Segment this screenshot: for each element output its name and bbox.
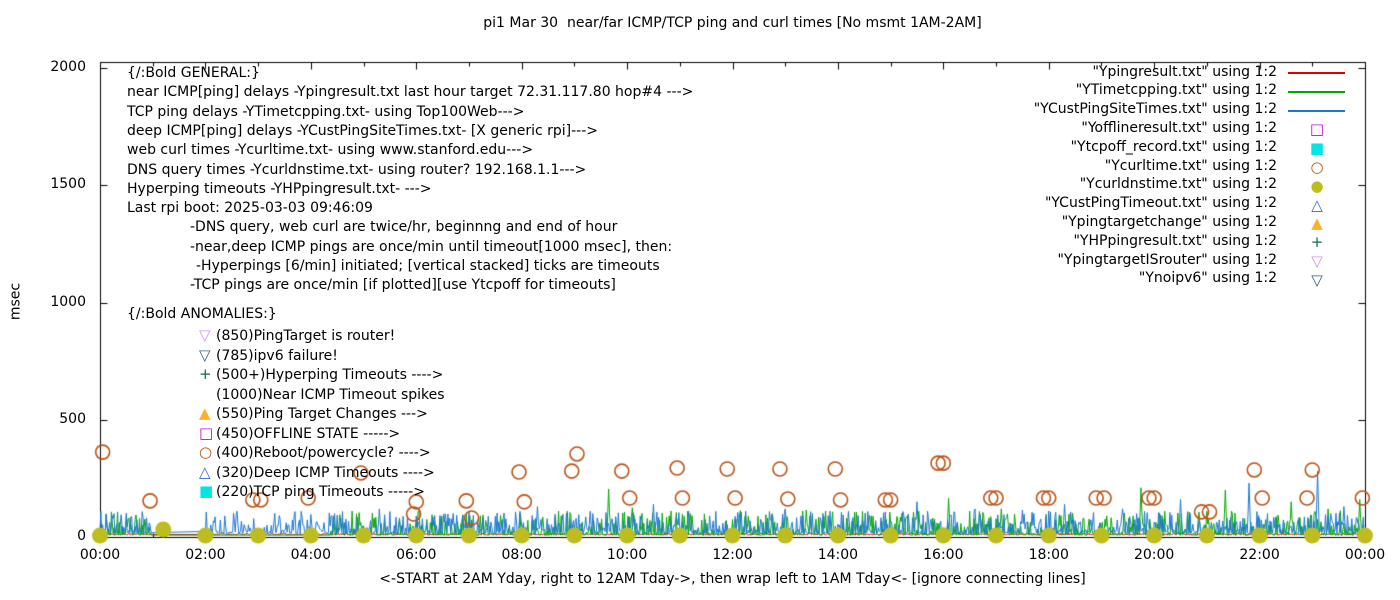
anomaly-triangle-up-open-icon: △ <box>199 462 211 481</box>
legend-marker-square-filled-icon: ■ <box>1309 139 1325 158</box>
anomaly-row: ▽ (785)ipv6 failure! <box>199 346 338 364</box>
legend-label: "Ycurldnstime.txt" using 1:2 <box>1079 176 1277 193</box>
general-annotation-line: deep ICMP[ping] delays -YCustPingSiteTim… <box>127 122 598 139</box>
general-annotation-line: {/:Bold GENERAL:} <box>127 65 260 81</box>
anomaly-row: □ (450)OFFLINE STATE -----> <box>199 424 400 442</box>
anomaly-square-open-icon: □ <box>199 423 214 442</box>
anomaly-row: △ (320)Deep ICMP Timeouts ----> <box>199 463 435 481</box>
legend-marker-triangle-up-filled-icon: ▲ <box>1311 214 1323 233</box>
legend-label: "Yofflineresult.txt" using 1:2 <box>1081 119 1277 136</box>
general-annotation-line: TCP ping delays -YTimetcpping.txt- using… <box>127 103 525 120</box>
anomaly-no-marker <box>199 385 216 403</box>
anomaly-circle-open-icon: ○ <box>199 443 213 461</box>
x-tick-label: 14:00 <box>817 547 859 563</box>
general-annotation-line: -near,deep ICMP pings are once/min until… <box>190 238 673 255</box>
anomaly-text: (400)Reboot/powercycle? ----> <box>216 445 431 461</box>
anomaly-row: + (500+)Hyperping Timeouts ----> <box>199 365 443 383</box>
anomaly-row: (1000)Near ICMP Timeout spikes <box>199 385 445 403</box>
legend-line-swatch <box>1288 90 1345 93</box>
general-annotation-line: -TCP pings are once/min [if plotted][use… <box>190 277 616 294</box>
y-tick-label: 0 <box>77 528 86 544</box>
anomaly-text: (500+)Hyperping Timeouts ----> <box>216 367 444 383</box>
legend-label: "Ypingtargetchange" using 1:2 <box>1061 213 1277 230</box>
legend-marker-square-open-icon: □ <box>1309 120 1325 139</box>
general-annotation-line: Hyperping timeouts -YHPpingresult.txt- -… <box>127 180 432 197</box>
x-tick-label: 10:00 <box>606 547 648 563</box>
anomaly-text: (220)TCP ping Timeouts -----> <box>216 484 425 500</box>
anomaly-text: (450)OFFLINE STATE -----> <box>216 425 401 442</box>
anomaly-text: (320)Deep ICMP Timeouts ----> <box>216 464 435 481</box>
anomaly-row: ○ (400)Reboot/powercycle? ----> <box>199 443 431 461</box>
x-tick-label: 06:00 <box>396 547 437 563</box>
anomalies-header: {/:Bold ANOMALIES:} <box>127 306 277 322</box>
general-annotation-line: -DNS query, web curl are twice/hr, begin… <box>190 219 618 236</box>
legend-label: "YCustPingTimeout.txt" using 1:2 <box>1044 195 1277 212</box>
y-tick-label: 500 <box>59 410 86 427</box>
anomaly-text: (550)Ping Target Changes ---> <box>216 406 428 422</box>
legend-label: "YpingtargetISrouter" using 1:2 <box>1057 251 1277 268</box>
anomaly-text: (1000)Near ICMP Timeout spikes <box>216 386 445 403</box>
y-tick-label: 1500 <box>50 176 86 193</box>
x-tick-label: 00:00 <box>79 547 121 563</box>
anomaly-triangle-down-open-icon: ▽ <box>199 345 211 364</box>
x-tick-label: 12:00 <box>712 547 753 563</box>
legend-marker-triangle-down-open-icon: ▽ <box>1311 270 1323 289</box>
anomaly-triangle-up-filled-icon: ▲ <box>199 404 211 422</box>
anomaly-text: (850)PingTarget is router! <box>216 328 396 344</box>
legend-marker-triangle-up-open-icon: △ <box>1311 195 1323 214</box>
general-annotation-line: -Hyperpings [6/min] initiated; [vertical… <box>196 258 660 274</box>
general-annotation-line: DNS query times -Ycurldnstime.txt- using… <box>127 161 587 178</box>
legend-label: "Ytcpoff_record.txt" using 1:2 <box>1070 138 1277 155</box>
legend-line-swatch <box>1288 109 1345 112</box>
legend-label: "Ypingresult.txt" using 1:2 <box>1092 63 1277 80</box>
x-tick-label: 22:00 <box>1239 547 1280 563</box>
general-annotation-line: near ICMP[ping] delays -Ypingresult.txt … <box>127 84 694 101</box>
anomaly-row: ▲ (550)Ping Target Changes ---> <box>199 404 428 422</box>
x-tick-label: 00:00 <box>1344 547 1386 563</box>
legend-label: "YHPpingresult.txt" using 1:2 <box>1073 232 1277 249</box>
legend-label: "Ycurltime.txt" using 1:2 <box>1104 157 1277 174</box>
legend-marker-plus-icon: + <box>1310 233 1324 252</box>
legend-line-swatch <box>1288 72 1345 74</box>
page-title: pi1 Mar 30 near/far ICMP/TCP ping and cu… <box>483 15 982 31</box>
anomaly-text: (785)ipv6 failure! <box>216 347 338 364</box>
anomaly-triangle-down-open-icon: ▽ <box>199 326 211 344</box>
legend-marker-circle-open-icon: ○ <box>1310 158 1324 176</box>
x-tick-label: 16:00 <box>923 547 964 563</box>
legend-label: "YTimetcpping.txt" using 1:2 <box>1075 82 1277 99</box>
anomaly-row: ▽ (850)PingTarget is router! <box>199 326 395 344</box>
x-tick-label: 04:00 <box>290 547 331 563</box>
legend-label: "YCustPingSiteTimes.txt" using 1:2 <box>1033 101 1277 118</box>
x-tick-label: 20:00 <box>1133 547 1175 563</box>
anomaly-square-filled-icon: ■ <box>199 482 214 500</box>
x-axis-caption: <-START at 2AM Yday, right to 12AM Tday-… <box>379 571 1086 587</box>
x-tick-label: 02:00 <box>185 547 226 563</box>
legend-marker-circle-filled-icon: ● <box>1310 176 1324 195</box>
legend-marker-triangle-down-open-icon: ▽ <box>1311 252 1323 270</box>
y-tick-label: 1000 <box>50 293 86 310</box>
x-tick-label: 08:00 <box>501 547 542 563</box>
y-tick-label: 2000 <box>50 59 86 75</box>
general-annotation-line: Last rpi boot: 2025-03-03 09:46:09 <box>127 200 373 217</box>
anomaly-row: ■ (220)TCP ping Timeouts -----> <box>199 482 425 500</box>
legend-label: "Ynoipv6" using 1:2 <box>1138 270 1277 287</box>
anomaly-plus-icon: + <box>199 365 212 383</box>
general-annotation-line: web curl times -Ycurltime.txt- using www… <box>127 142 534 159</box>
x-tick-label: 18:00 <box>1028 547 1069 563</box>
